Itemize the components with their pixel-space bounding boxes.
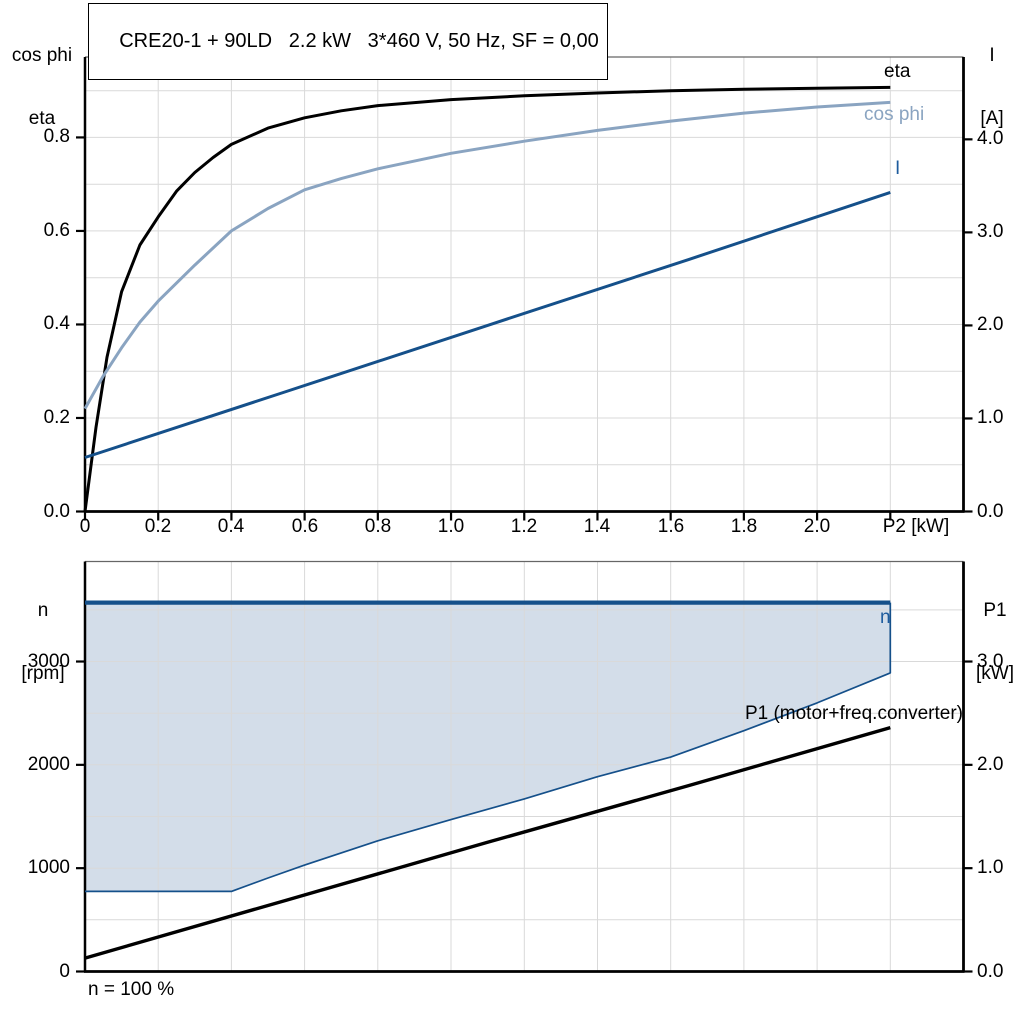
bottom-left-axis-title: n [rpm] xyxy=(2,558,84,726)
right-axis-title-line1: I xyxy=(989,45,995,66)
top-x-tick-label: 0.2 xyxy=(144,516,172,537)
top-left-tick-label: 0.8 xyxy=(43,126,70,147)
bottom-right-axis-title: P1 [kW] xyxy=(966,558,1024,726)
curve-label-p1: P1 (motor+freq.converter) xyxy=(744,703,963,724)
n-axis-title-line2: [rpm] xyxy=(21,663,65,684)
bottom-right-tick-label: 1.0 xyxy=(977,857,1004,878)
bottom-left-tick-label: 0 xyxy=(59,961,70,982)
curve-p1-motor-freq-converter- xyxy=(84,725,891,960)
top-right-tick-label: 4.0 xyxy=(977,128,1004,149)
top-x-tick-label: 0 xyxy=(79,516,91,537)
top-right-tick-label: 2.0 xyxy=(977,314,1004,335)
right-axis-title-line2: [A] xyxy=(980,108,1004,129)
top-right-tick-label: 1.0 xyxy=(977,407,1004,428)
top-x-tick-label: 1.0 xyxy=(437,516,465,537)
bottom-right-tick-label: 2.0 xyxy=(977,754,1004,775)
top-x-tick-label: 1.8 xyxy=(730,516,758,537)
speed-operating-range xyxy=(85,602,891,892)
chart-title-box: CRE20-1 + 90LD 2.2 kW 3*460 V, 50 Hz, SF… xyxy=(88,3,608,80)
top-x-tick-label: 1.2 xyxy=(510,516,538,537)
bottom-left-tick-label: 3000 xyxy=(27,651,70,672)
curve-eta xyxy=(83,85,891,512)
bottom-right-tick-label: 0.0 xyxy=(977,961,1004,982)
curve-label-i: I xyxy=(895,158,901,179)
curve-envelope-lower xyxy=(85,602,892,893)
top-x-tick-label: 0.4 xyxy=(217,516,245,537)
gridlines xyxy=(85,57,964,512)
x-axis-title: P2 [kW] xyxy=(882,516,950,537)
chart-title: CRE20-1 + 90LD 2.2 kW 3*460 V, 50 Hz, SF… xyxy=(119,30,599,52)
left-axis-title-line1: cos phi xyxy=(11,45,73,66)
top-x-tick-label: 1.4 xyxy=(583,516,611,537)
curve-label-cos-phi: cos phi xyxy=(864,104,925,125)
left-axis-title-line2: eta xyxy=(28,108,56,129)
curve-label-eta: eta xyxy=(884,61,911,82)
p1-axis-title-line2: [kW] xyxy=(976,663,1014,684)
footnote-n-100: n = 100 % xyxy=(88,979,175,1000)
curve-i xyxy=(84,190,891,459)
curve-label-n: n xyxy=(880,607,891,628)
top-left-tick-label: 0.2 xyxy=(43,407,70,428)
curve-cos-phi xyxy=(83,100,891,410)
bottom-left-tick-label: 2000 xyxy=(27,754,70,775)
bottom-left-tick-label: 1000 xyxy=(27,857,70,878)
n-axis-title-line1: n xyxy=(37,600,49,621)
top-x-tick-label: 0.6 xyxy=(291,516,319,537)
top-x-tick-label: 2.0 xyxy=(803,516,831,537)
top-left-axis-title: cos phi eta xyxy=(0,3,84,171)
gridlines xyxy=(85,561,964,972)
top-x-tick-label: 0.8 xyxy=(364,516,392,537)
top-left-tick-label: 0.4 xyxy=(43,313,70,334)
top-left-tick-label: 0.0 xyxy=(43,501,70,522)
p1-axis-title-line1: P1 xyxy=(983,600,1007,621)
top-right-axis-title: I [A] xyxy=(964,3,1020,171)
top-left-tick-label: 0.6 xyxy=(43,220,70,241)
bottom-right-tick-label: 3.0 xyxy=(977,651,1004,672)
top-right-tick-label: 0.0 xyxy=(977,501,1004,522)
top-right-tick-label: 3.0 xyxy=(977,221,1004,242)
top-x-tick-label: 1.6 xyxy=(657,516,685,537)
